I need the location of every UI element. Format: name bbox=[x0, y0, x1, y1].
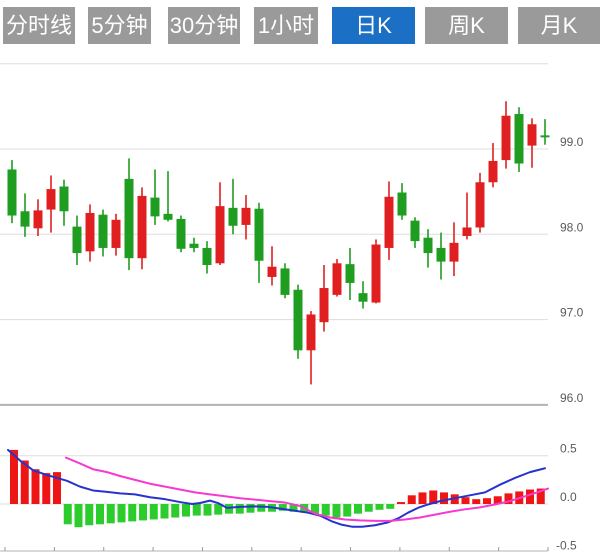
period-tabbar: 分时线 5分钟 30分钟 1小时 日K 周K 月K bbox=[0, 0, 601, 51]
svg-text:0.0: 0.0 bbox=[560, 490, 577, 504]
svg-text:0.5: 0.5 bbox=[560, 442, 577, 456]
tab-1hour[interactable]: 1小时 bbox=[254, 7, 318, 44]
tab-30min[interactable]: 30分钟 bbox=[168, 7, 240, 44]
tab-5min[interactable]: 5分钟 bbox=[88, 7, 151, 44]
tab-monthly-k[interactable]: 月K bbox=[518, 7, 600, 44]
svg-text:98.0: 98.0 bbox=[560, 220, 584, 234]
tab-daily-k[interactable]: 日K bbox=[332, 7, 415, 44]
svg-text:96.0: 96.0 bbox=[560, 391, 584, 405]
tab-minute-line[interactable]: 分时线 bbox=[3, 7, 75, 44]
svg-text:-0.5: -0.5 bbox=[556, 538, 577, 552]
svg-text:97.0: 97.0 bbox=[560, 306, 584, 320]
svg-text:99.0: 99.0 bbox=[560, 135, 584, 149]
tab-weekly-k[interactable]: 周K bbox=[425, 7, 508, 44]
